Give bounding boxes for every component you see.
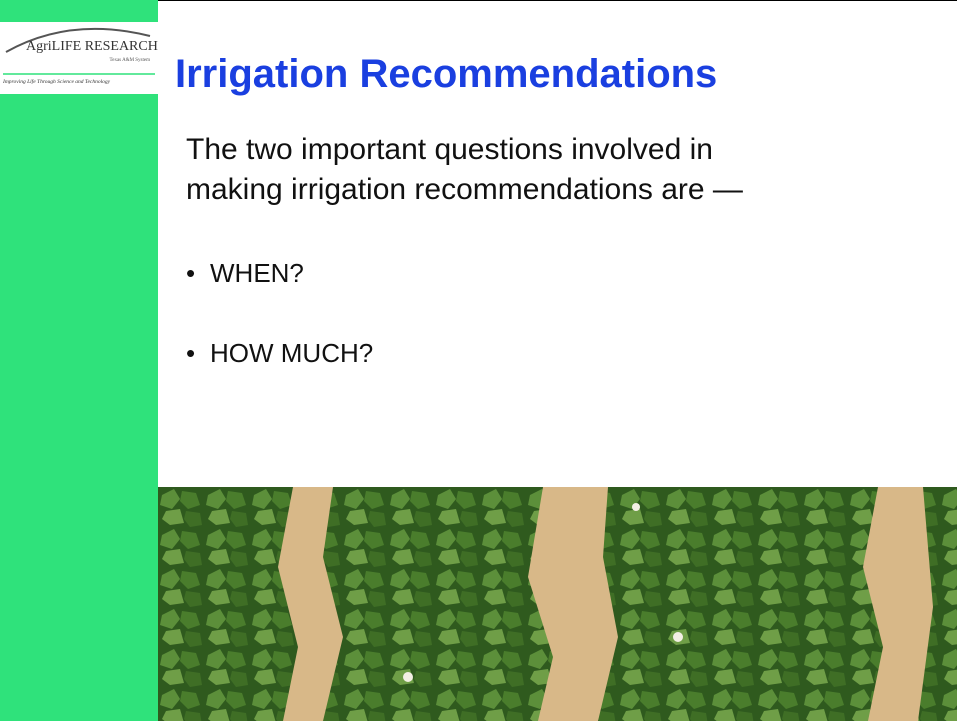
logo: AgriLIFE RESEARCH Texas A&M System Impro…	[0, 22, 158, 94]
intro-line: making irrigation recommendations are —	[186, 173, 743, 206]
logo-brand: AgriLIFE RESEARCH	[26, 39, 158, 54]
intro-line: The two important questions involved in	[186, 133, 713, 166]
bullet: HOW MUCH?	[186, 338, 373, 369]
logo-tagline: Improving Life Through Science and Techn…	[3, 79, 111, 85]
cotton-photo	[158, 487, 957, 721]
sidebar	[0, 0, 158, 721]
slide-title: Irrigation Recommendations	[175, 52, 718, 96]
logo-arc	[3, 27, 155, 75]
intro: The two important questions involved in …	[186, 130, 743, 210]
bullet: WHEN?	[186, 258, 304, 289]
logo-system: Texas A&M System	[109, 58, 150, 63]
